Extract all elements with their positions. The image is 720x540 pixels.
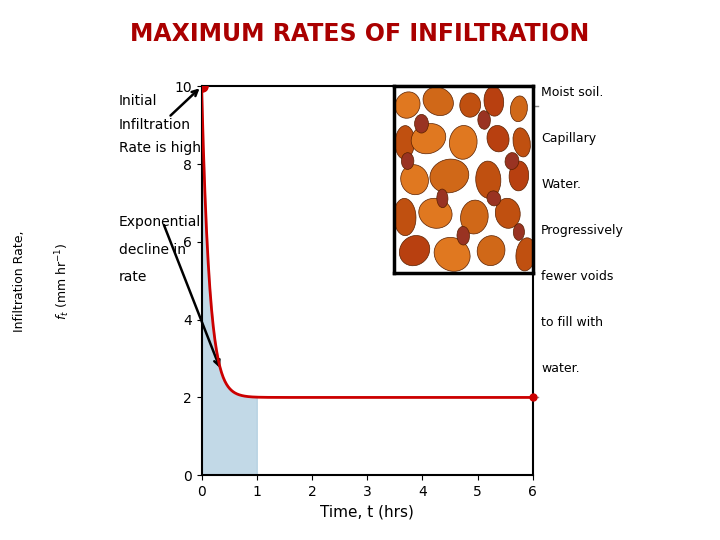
Text: Progressively: Progressively <box>541 224 624 237</box>
Text: fewer voids: fewer voids <box>541 270 613 283</box>
Text: Infiltration: Infiltration <box>119 118 191 132</box>
Text: $f_t$ (mm hr$^{-1}$): $f_t$ (mm hr$^{-1}$) <box>53 242 72 320</box>
Text: Rate is high: Rate is high <box>119 141 201 155</box>
Text: rate: rate <box>119 270 147 284</box>
Text: Exponential: Exponential <box>119 215 201 230</box>
Text: Moist soil.: Moist soil. <box>541 86 603 99</box>
Text: water.: water. <box>541 362 580 375</box>
Text: decline in: decline in <box>119 242 186 256</box>
X-axis label: Time, t (hrs): Time, t (hrs) <box>320 504 414 519</box>
Text: to fill with: to fill with <box>541 316 603 329</box>
Text: Capillary: Capillary <box>541 132 596 145</box>
Text: MAXIMUM RATES OF INFILTRATION: MAXIMUM RATES OF INFILTRATION <box>130 22 590 45</box>
Text: Infiltration Rate,: Infiltration Rate, <box>13 230 26 332</box>
Text: Water.: Water. <box>541 178 581 191</box>
Text: Initial: Initial <box>119 94 157 108</box>
